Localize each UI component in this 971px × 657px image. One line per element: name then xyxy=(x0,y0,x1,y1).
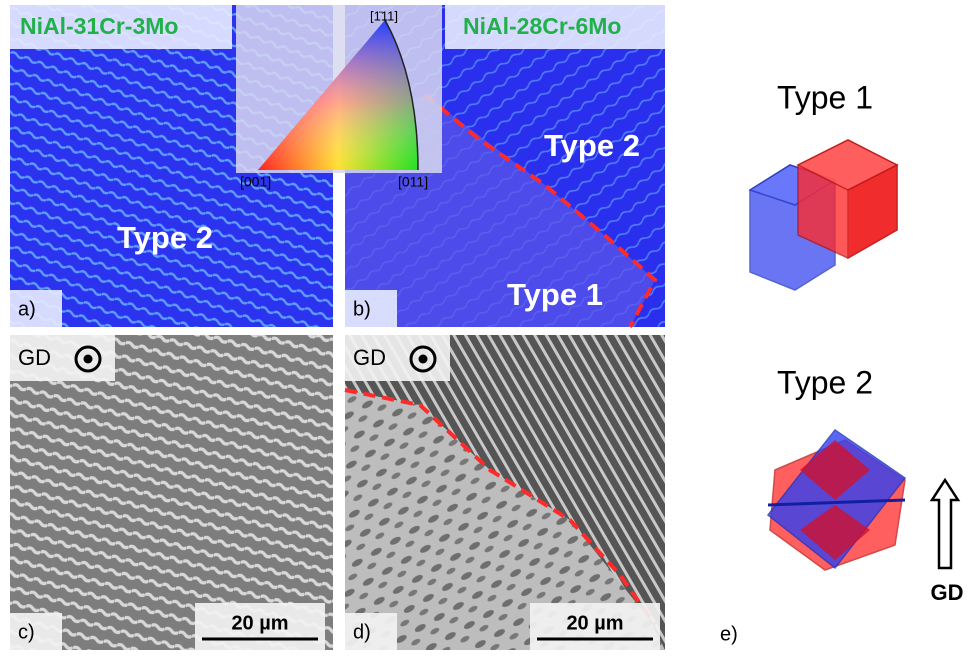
direction-label: [001] xyxy=(240,174,271,190)
cube-pair xyxy=(750,140,897,290)
panel-label: d) xyxy=(353,621,371,643)
panel-label: b) xyxy=(353,298,371,320)
direction-label: [011] xyxy=(398,174,428,190)
direction-symbol xyxy=(84,355,93,364)
panel-label: a) xyxy=(18,298,36,320)
direction-label: [1̄11] xyxy=(370,8,398,23)
panel-label: c) xyxy=(18,621,35,643)
scale-label: 20 µm xyxy=(231,612,288,634)
color-key: [1̄11] [001] [011] xyxy=(236,5,442,190)
micrograph xyxy=(10,335,333,650)
annotation: Type 1 xyxy=(507,277,603,312)
panel-label: e) xyxy=(720,623,738,645)
arrow-label: GD xyxy=(931,580,964,605)
direction-label: GD xyxy=(18,345,51,370)
panel-title: NiAl-28Cr-6Mo xyxy=(463,13,621,39)
panel-e: Type 1 Type 2 GD e) xyxy=(720,79,964,645)
annotation: Type 2 xyxy=(117,220,213,255)
panel-d: GD 20 µm d) xyxy=(345,335,665,650)
type-label: Type 1 xyxy=(777,79,873,115)
panel-c: GD 20 µm c) xyxy=(10,335,333,650)
panel-title: NiAl-31Cr-3Mo xyxy=(20,13,178,39)
scale-label: 20 µm xyxy=(566,612,623,634)
direction-label: GD xyxy=(353,345,386,370)
annotation: Type 2 xyxy=(544,128,640,163)
direction-symbol xyxy=(419,355,428,364)
type-label: Type 2 xyxy=(777,364,873,400)
cube-pair xyxy=(768,430,905,570)
figure: NiAl-31Cr-3Mo Type 2 a) NiAl-28Cr-6Mo Ty… xyxy=(0,0,971,652)
direction-arrow xyxy=(932,480,958,568)
